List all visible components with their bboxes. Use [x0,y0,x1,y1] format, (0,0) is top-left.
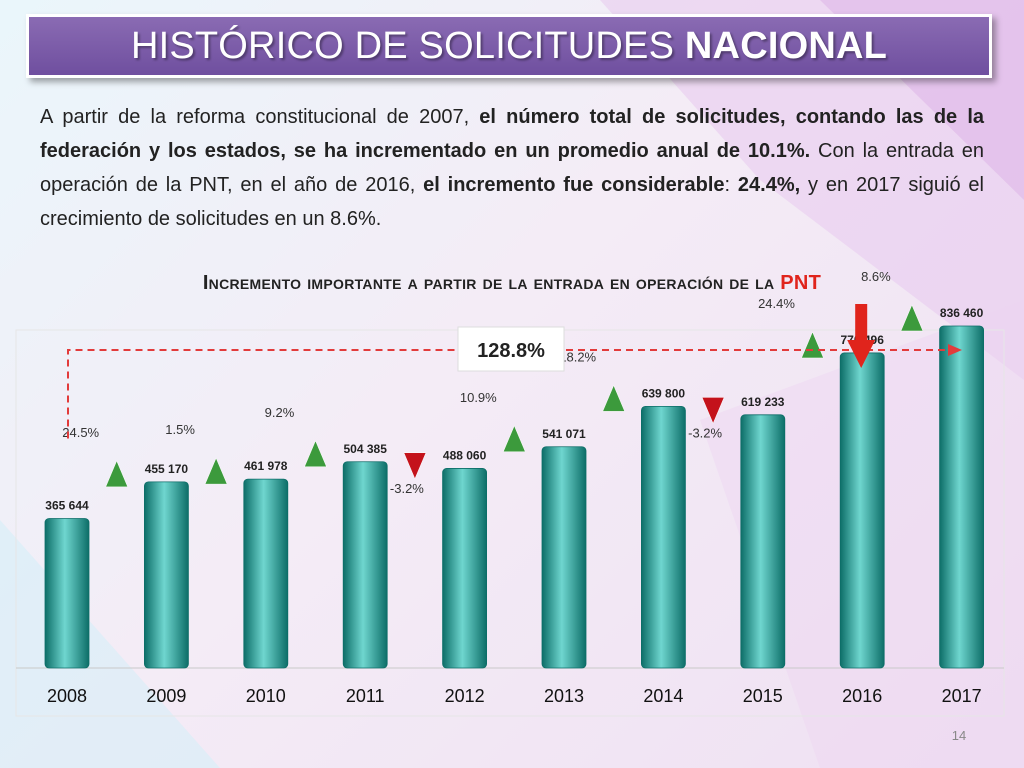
intro-paragraph: A partir de la reforma constitucional de… [40,100,984,236]
bar-2017 [939,325,984,669]
value-label-2013: 541 071 [542,427,586,441]
value-label-2017: 836 460 [940,306,984,320]
x-tick-2010: 2010 [246,686,286,706]
intro-bold-3: 24.4%, [737,174,801,196]
change-label-8: 24.4% [758,296,795,311]
bar-2012 [442,468,488,669]
bar-2010 [243,478,289,669]
change-label-6: 18.2% [559,349,596,364]
subtitle-main: Incremento importante a partir de la ent… [202,272,781,294]
bar-2013 [541,446,587,669]
bar-2009 [143,481,189,669]
value-label-2015: 619 233 [741,395,785,409]
change-label-2: 1.5% [165,422,195,437]
up-arrow-icon-1 [105,460,129,488]
change-label-9: 8.6% [861,269,891,284]
value-label-2010: 461 978 [244,459,288,473]
up-arrow-icon-3 [304,440,327,468]
x-tick-2013: 2013 [544,686,584,706]
intro-bold-2: el incremento fue considerable [423,174,725,196]
up-arrow-icon-9 [900,304,924,332]
down-arrow-icon-7 [701,397,725,425]
chart-subtitle: Incremento importante a partir de la ent… [0,272,1024,295]
pnt-down-arrow-icon [847,304,876,368]
bar-2014 [641,405,686,669]
x-tick-2017: 2017 [942,686,982,706]
x-tick-2008: 2008 [47,686,87,706]
total-change-label: 128.8% [477,340,545,362]
arrowhead-icon [948,344,962,356]
change-label-1: 24.5% [62,425,99,440]
title-banner: HISTÓRICO DE SOLICITUDES NACIONAL [26,14,992,78]
up-arrow-icon-2 [204,457,228,485]
title-regular: HISTÓRICO DE SOLICITUDES [130,24,685,67]
intro-text-2: Con la entrada en operación de la PNT, e… [40,140,984,196]
page-number: 14 [951,728,967,743]
intro-text-1: A partir de la reforma constitucional de… [40,106,480,128]
intro-bold-1: el número total de solicitudes, contando… [40,106,985,162]
x-tick-2014: 2014 [643,686,683,706]
intro-text-3: : [724,174,738,196]
value-label-2012: 488 060 [443,448,487,462]
x-tick-2015: 2015 [743,686,783,706]
bar-2008 [44,518,90,669]
title-bold: NACIONAL [684,24,888,67]
intro-text-4: y en 2017 siguió el crecimiento de solic… [40,174,984,230]
up-arrow-icon-8 [801,331,824,359]
value-label-2011: 504 385 [344,442,388,456]
change-label-3: 9.2% [265,405,295,420]
x-tick-2009: 2009 [146,686,186,706]
up-arrow-icon-5 [502,425,526,453]
bar-2015 [740,414,786,669]
bar-2011 [342,461,388,669]
up-arrow-icon-6 [602,384,626,412]
value-label-2009: 455 170 [145,462,189,476]
total-change-line-left [67,349,456,439]
x-tick-2011: 2011 [346,686,385,706]
change-label-7: -3.2% [688,425,722,440]
page-title: HISTÓRICO DE SOLICITUDES NACIONAL [131,25,887,68]
down-arrow-icon-4 [403,452,427,480]
bar-2016 [839,352,885,669]
total-change-box [457,326,565,372]
x-tick-2016: 2016 [842,686,882,706]
change-label-5: 10.9% [460,390,497,405]
value-label-2008: 365 644 [45,498,89,512]
change-label-4: -3.2% [390,481,424,496]
subtitle-pnt: PNT [780,272,822,294]
value-label-2014: 639 800 [642,386,686,400]
x-tick-2012: 2012 [445,686,485,706]
